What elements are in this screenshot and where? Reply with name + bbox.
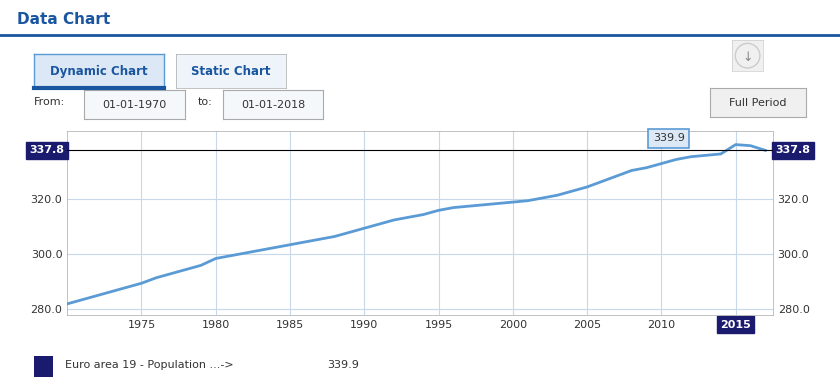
Text: 01-01-1970: 01-01-1970 (102, 99, 166, 110)
Text: 339.9: 339.9 (653, 133, 685, 143)
Text: to:: to: (197, 97, 213, 107)
Text: Data Chart: Data Chart (17, 12, 110, 26)
Text: Dynamic Chart: Dynamic Chart (50, 65, 148, 78)
Text: 337.8: 337.8 (29, 146, 64, 156)
Text: Full Period: Full Period (729, 98, 787, 108)
Text: From:: From: (34, 97, 65, 107)
Text: 01-01-2018: 01-01-2018 (241, 99, 305, 110)
Text: Static Chart: Static Chart (192, 65, 270, 78)
Text: Euro area 19 - Population ...->: Euro area 19 - Population ...-> (65, 360, 234, 370)
Text: 337.8: 337.8 (776, 146, 811, 156)
Text: ↓: ↓ (743, 51, 753, 64)
Text: 339.9: 339.9 (328, 360, 360, 370)
Bar (34, 356, 53, 377)
